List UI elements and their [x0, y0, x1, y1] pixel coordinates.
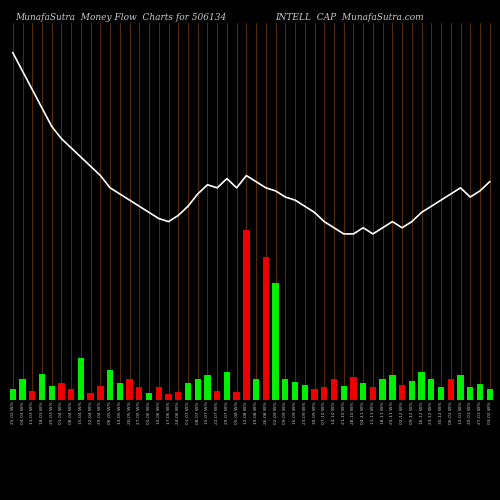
Bar	[370, 387, 376, 400]
Bar	[146, 393, 152, 400]
Bar	[20, 379, 26, 400]
Bar	[380, 379, 386, 400]
Bar	[78, 358, 84, 400]
Bar	[234, 392, 240, 400]
Bar	[448, 379, 454, 400]
Bar	[97, 386, 103, 400]
Text: INTELL  CAP  MunafaSutra.com: INTELL CAP MunafaSutra.com	[275, 12, 424, 22]
Text: MunafaSutra  Money Flow  Charts for 506134: MunafaSutra Money Flow Charts for 506134	[15, 12, 226, 22]
Bar	[467, 387, 473, 400]
Bar	[194, 379, 201, 400]
Bar	[321, 387, 328, 400]
Bar	[360, 383, 366, 400]
Bar	[292, 382, 298, 400]
Bar	[399, 385, 406, 400]
Bar	[29, 390, 35, 400]
Bar	[58, 383, 64, 400]
Bar	[116, 383, 123, 400]
Bar	[126, 379, 132, 400]
Bar	[331, 379, 337, 400]
Bar	[408, 381, 415, 400]
Bar	[350, 378, 356, 400]
Bar	[282, 379, 288, 400]
Bar	[136, 387, 142, 400]
Bar	[477, 384, 483, 400]
Bar	[185, 383, 191, 400]
Bar	[438, 387, 444, 400]
Bar	[204, 376, 210, 400]
Bar	[486, 390, 493, 400]
Bar	[48, 386, 55, 400]
Bar	[243, 230, 250, 400]
Bar	[458, 376, 464, 400]
Bar	[340, 386, 347, 400]
Bar	[214, 390, 220, 400]
Bar	[156, 387, 162, 400]
Bar	[107, 370, 114, 400]
Bar	[175, 392, 182, 400]
Bar	[428, 379, 434, 400]
Bar	[312, 388, 318, 400]
Bar	[389, 376, 396, 400]
Bar	[418, 372, 424, 400]
Bar	[262, 256, 269, 400]
Bar	[88, 393, 94, 400]
Bar	[224, 372, 230, 400]
Bar	[166, 394, 172, 400]
Bar	[253, 379, 260, 400]
Bar	[302, 385, 308, 400]
Bar	[68, 390, 74, 400]
Bar	[39, 374, 45, 400]
Bar	[272, 283, 278, 400]
Bar	[10, 388, 16, 400]
